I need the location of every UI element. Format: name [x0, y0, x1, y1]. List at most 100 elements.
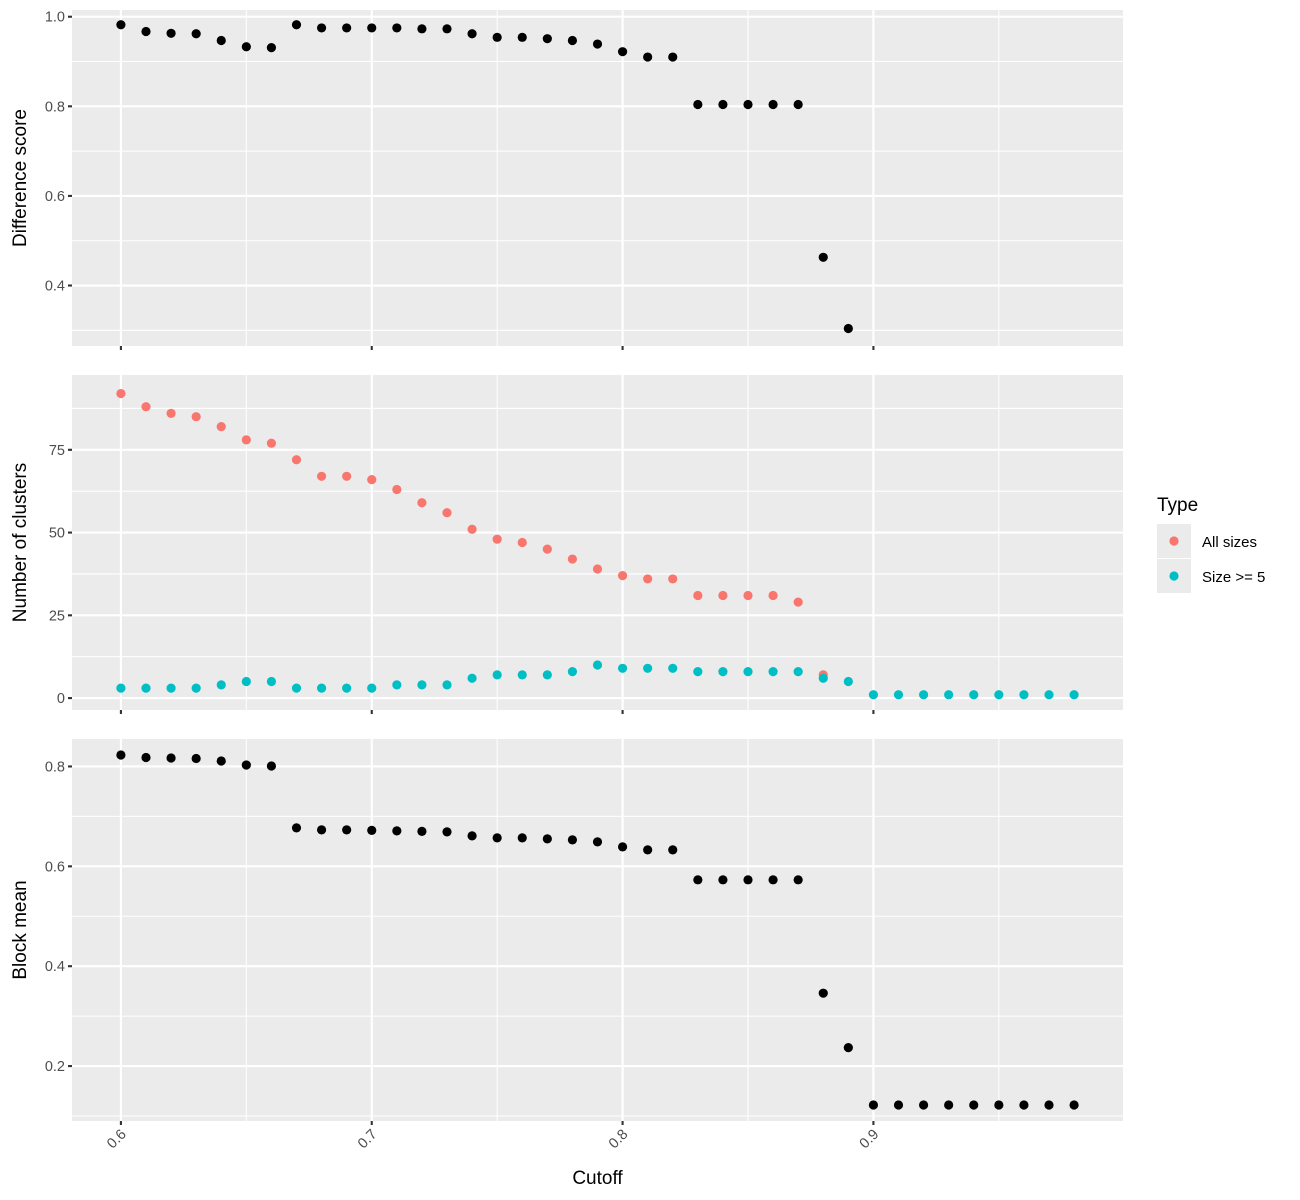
data-point	[1069, 690, 1079, 700]
x-tick-label: 0.6	[104, 1127, 130, 1153]
data-point	[643, 845, 653, 855]
data-point	[417, 498, 427, 508]
panel-background	[72, 739, 1123, 1121]
data-point	[517, 670, 527, 680]
data-point	[668, 52, 678, 62]
data-point	[116, 683, 126, 693]
data-point	[417, 680, 427, 690]
data-point	[216, 756, 226, 766]
data-point	[567, 835, 578, 845]
data-point	[542, 34, 552, 44]
data-point	[467, 831, 477, 841]
data-point	[793, 875, 803, 885]
data-point	[241, 435, 251, 445]
data-point	[367, 683, 377, 693]
series-size-5	[116, 660, 1079, 700]
y-tick-label: 50	[49, 526, 65, 542]
data-point	[316, 23, 327, 33]
data-point	[442, 24, 452, 34]
data-point	[969, 1100, 979, 1110]
x-tick-label: 0.9	[857, 1127, 883, 1153]
data-point	[793, 667, 803, 677]
data-point	[617, 571, 628, 581]
data-point	[567, 554, 578, 564]
y-tick-label: 0.2	[45, 1059, 65, 1075]
data-point	[166, 28, 176, 38]
data-point	[316, 683, 327, 693]
data-point	[1069, 1100, 1079, 1110]
data-point	[542, 670, 552, 680]
data-point	[417, 24, 427, 34]
y-tick-label: 25	[49, 608, 65, 624]
data-point	[417, 826, 427, 836]
data-point	[492, 32, 502, 42]
series-points	[116, 750, 1079, 1110]
data-point	[643, 52, 653, 62]
data-point	[116, 388, 126, 399]
data-point	[442, 680, 452, 690]
data-point	[467, 29, 477, 39]
panel-background	[72, 375, 1123, 710]
data-point	[768, 667, 778, 677]
data-point	[241, 760, 251, 770]
data-point	[818, 252, 828, 262]
data-point	[668, 574, 678, 584]
data-point	[918, 1100, 929, 1110]
data-point	[191, 683, 201, 693]
data-point	[994, 1100, 1004, 1110]
data-point	[467, 673, 477, 683]
data-point	[743, 667, 753, 677]
data-point	[266, 761, 277, 771]
data-point	[567, 35, 578, 46]
data-point	[291, 20, 302, 30]
data-point	[793, 99, 803, 110]
data-point	[643, 663, 653, 673]
data-point	[693, 875, 703, 885]
data-point	[693, 667, 703, 677]
data-point	[266, 43, 277, 53]
data-point	[617, 842, 628, 852]
data-point	[994, 690, 1004, 700]
data-point	[141, 683, 151, 693]
data-point	[291, 455, 302, 465]
data-point	[542, 544, 552, 554]
data-point	[793, 597, 803, 607]
data-point	[241, 42, 251, 52]
data-point	[241, 676, 251, 687]
data-point	[643, 574, 653, 584]
data-point	[592, 564, 603, 574]
data-point	[392, 680, 402, 690]
data-point	[367, 23, 377, 33]
data-point	[166, 683, 176, 693]
data-point	[1019, 690, 1029, 700]
data-point	[266, 438, 277, 448]
data-point	[316, 825, 327, 835]
y-tick-label: 0.6	[45, 189, 65, 205]
y-axis-title: Difference score	[10, 109, 31, 247]
panel-difference-score: 0.4 0.6 0.8 1.0 Difference score	[10, 10, 1123, 350]
panel-number-of-clusters: 0 25 50 75 Number of clusters	[10, 375, 1123, 714]
panel-background	[72, 10, 1123, 346]
data-point	[367, 825, 377, 835]
data-point	[216, 35, 226, 46]
data-point	[818, 673, 828, 683]
data-point	[291, 683, 302, 693]
y-tick-label: 1.0	[45, 10, 65, 26]
data-point	[492, 833, 502, 843]
data-point	[617, 47, 628, 57]
data-point	[893, 690, 904, 700]
legend-label: All sizes	[1202, 534, 1257, 551]
y-tick-label: 0.4	[45, 279, 65, 295]
data-point	[342, 471, 352, 481]
data-point	[342, 23, 352, 33]
data-point	[743, 590, 753, 601]
data-point	[743, 99, 753, 110]
legend-label: Size >= 5	[1202, 569, 1265, 586]
data-point	[392, 23, 402, 33]
data-point	[116, 750, 126, 760]
data-point	[342, 683, 352, 693]
data-point	[191, 412, 201, 422]
x-tick-label: 0.7	[355, 1127, 381, 1153]
data-point	[843, 323, 853, 334]
data-point	[1044, 690, 1054, 700]
